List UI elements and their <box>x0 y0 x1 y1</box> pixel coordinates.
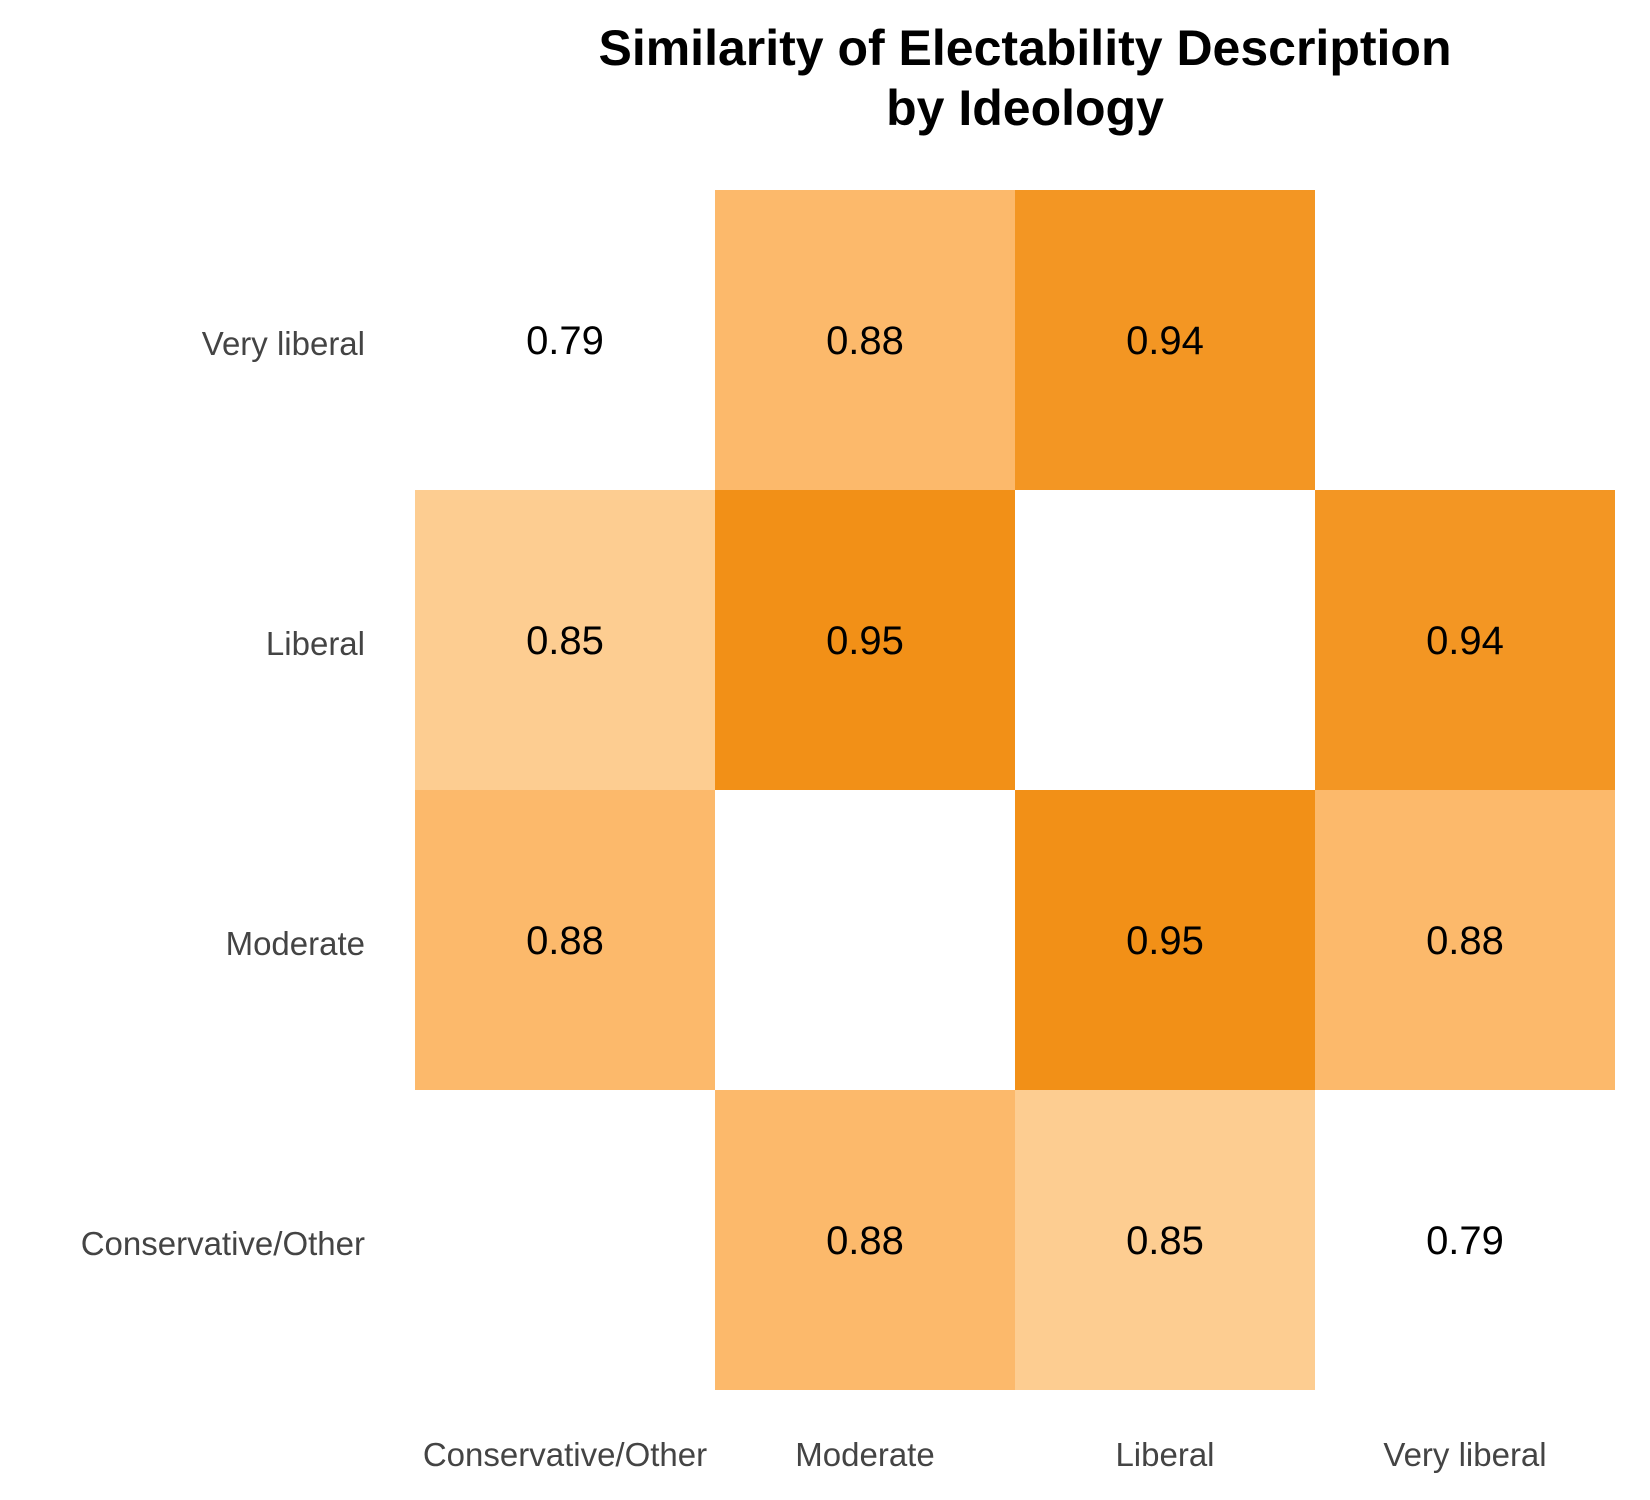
cell-conservative-other-very-liberal-label: 0.79 <box>1426 1219 1504 1263</box>
heatmap-cell-labels: 0.88 0.85 0.79 0.88 0.95 0.88 0.85 0.95 0.94 0.79… <box>526 319 1504 1263</box>
cell-moderate-very-liberal <box>1315 790 1615 1090</box>
cell-moderate-liberal-label: 0.95 <box>1126 919 1204 963</box>
y-tick-label-conservative-other: Conservative/Other <box>81 1225 365 1262</box>
cell-very-liberal-moderate <box>715 190 1015 490</box>
cell-liberal-moderate <box>715 490 1015 790</box>
cell-conservative-other-moderate-label: 0.88 <box>826 1219 904 1263</box>
y-tick-label-very-liberal: Very liberal <box>202 325 365 362</box>
cell-liberal-conservative-other <box>415 490 715 790</box>
cell-conservative-other-liberal-label: 0.85 <box>1126 1219 1204 1263</box>
cell-moderate-liberal <box>1015 790 1315 1090</box>
x-axis: Conservative/Other Moderate Liberal Very… <box>423 1436 1547 1473</box>
cell-liberal-very-liberal <box>1315 490 1615 790</box>
cell-very-liberal-liberal-label: 0.94 <box>1126 319 1204 363</box>
cell-liberal-moderate-label: 0.95 <box>826 619 904 663</box>
y-tick-label-moderate: Moderate <box>226 925 365 962</box>
chart-title-line-2: by Ideology <box>886 80 1164 136</box>
cell-liberal-very-liberal-label: 0.94 <box>1426 619 1504 663</box>
cell-very-liberal-conservative-other-label: 0.79 <box>526 319 604 363</box>
cell-conservative-other-moderate <box>715 1090 1015 1390</box>
y-axis: Very liberal Liberal Moderate Conservati… <box>81 325 365 1262</box>
cell-liberal-conservative-other-label: 0.85 <box>526 619 604 663</box>
heatmap-cells <box>415 190 1615 1390</box>
cell-moderate-very-liberal-label: 0.88 <box>1426 919 1504 963</box>
cell-very-liberal-conservative-other <box>415 190 715 490</box>
x-tick-label-conservative-other: Conservative/Other <box>423 1436 707 1473</box>
x-tick-label-liberal: Liberal <box>1115 1436 1214 1473</box>
x-tick-label-moderate: Moderate <box>795 1436 934 1473</box>
cell-very-liberal-moderate-label: 0.88 <box>826 319 904 363</box>
cell-conservative-other-liberal <box>1015 1090 1315 1390</box>
cell-moderate-conservative-other-label: 0.88 <box>526 919 604 963</box>
cell-very-liberal-liberal <box>1015 190 1315 490</box>
cell-conservative-other-very-liberal <box>1315 1090 1615 1390</box>
chart-title-line-1: Similarity of Electability Description <box>598 20 1451 76</box>
x-tick-label-very-liberal: Very liberal <box>1383 1436 1546 1473</box>
cell-moderate-conservative-other <box>415 790 715 1090</box>
y-tick-label-liberal: Liberal <box>266 625 365 662</box>
